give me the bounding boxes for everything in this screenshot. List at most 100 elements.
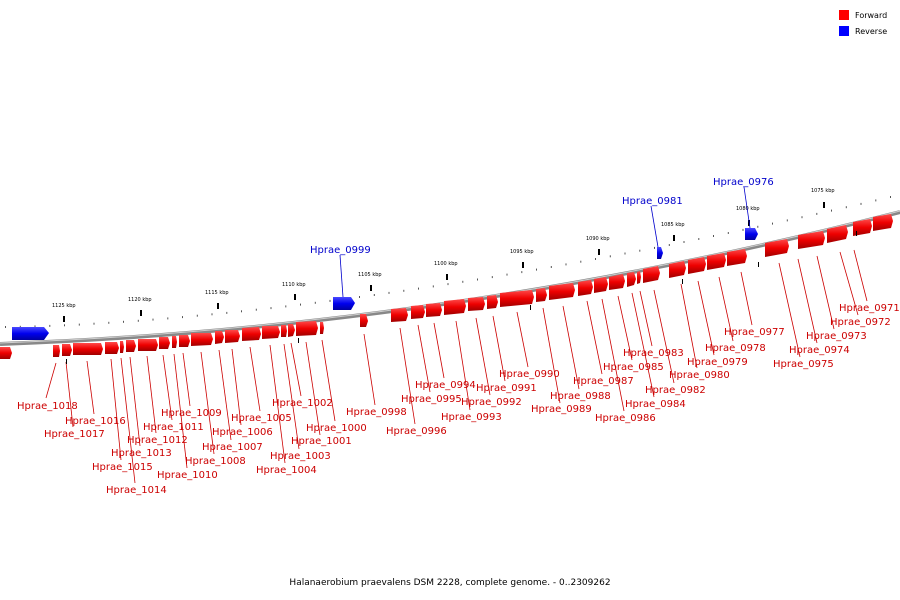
gene-label-hprae-0981[interactable]: Hprae_0981 [622,196,683,207]
gene-label-hprae-1004[interactable]: Hprae_1004 [256,465,317,476]
gene-arrow-hprae-1016[interactable] [73,343,103,355]
gene-label-hprae-1018[interactable]: Hprae_1018 [17,401,78,412]
gene-label-hprae-1009[interactable]: Hprae_1009 [161,408,222,419]
gene-arrow-hprae-1001[interactable] [296,321,318,336]
gene-arrow-hprae-1003[interactable] [281,325,287,337]
gene-label-hprae-1016[interactable]: Hprae_1016 [65,416,126,427]
gene-arrow-hprae-1015[interactable] [105,342,119,354]
gene-arrow-left-edge[interactable] [12,327,49,340]
gene-arrow-hprae-0983[interactable] [637,271,641,284]
gene-label-hprae-0974[interactable]: Hprae_0974 [789,345,850,356]
gene-label-hprae-0983[interactable]: Hprae_0983 [623,348,684,359]
gene-label-hprae-1010[interactable]: Hprae_1010 [157,470,218,481]
scale-minor-dot [845,206,847,209]
gene-label-hprae-0979[interactable]: Hprae_0979 [687,357,748,368]
gene-arrow-hprae-1018[interactable] [53,345,60,357]
gene-arrow-hprae-0982[interactable] [643,266,660,283]
gene-arrow-hprae-0976[interactable] [745,228,758,240]
gene-arrow-hprae-0981[interactable] [657,247,663,259]
gene-arrow-hprae-0993[interactable] [444,299,466,315]
gene-arrow-hprae-0998[interactable] [360,314,368,327]
gene-label-hprae-0994[interactable]: Hprae_0994 [415,380,476,391]
gene-label-hprae-0989[interactable]: Hprae_0989 [531,404,592,415]
scale-minor-dot [182,316,183,319]
gene-label-hprae-0995[interactable]: Hprae_0995 [401,394,462,405]
gene-label-hprae-1001[interactable]: Hprae_1001 [291,436,352,447]
gene-arrow-hprae-1007[interactable] [215,331,224,344]
gene-arrow-hprae-1006[interactable] [225,330,240,343]
gene-label-hprae-0999[interactable]: Hprae_0999 [310,245,371,256]
gene-arrow-hprae-0971[interactable] [873,214,893,231]
gene-label-hprae-0984[interactable]: Hprae_0984 [625,399,686,410]
gene-label-hprae-1000[interactable]: Hprae_1000 [306,423,367,434]
gene-arrow-hprae-0986[interactable] [594,277,608,293]
gene-label-hprae-0980[interactable]: Hprae_0980 [669,370,730,381]
gene-arrow-hprae-1008[interactable] [191,333,213,346]
gene-arrow-hprae-1017[interactable] [62,344,72,356]
gene-label-hprae-0985[interactable]: Hprae_0985 [603,362,664,373]
gene-arrow-hprae-1013[interactable] [126,340,136,352]
gene-label-hprae-0976[interactable]: Hprae_0976 [713,177,774,188]
gene-label-hprae-0987[interactable]: Hprae_0987 [573,376,634,387]
gene-label-hprae-1008[interactable]: Hprae_1008 [185,456,246,467]
gene-arrow-hprae-0978[interactable] [707,253,726,270]
gene-label-hprae-1006[interactable]: Hprae_1006 [212,427,273,438]
gene-label-hprae-0986[interactable]: Hprae_0986 [595,413,656,424]
gene-label-hprae-0991[interactable]: Hprae_0991 [476,383,537,394]
gene-label-hprae-0990[interactable]: Hprae_0990 [499,369,560,380]
gene-label-hprae-0996[interactable]: Hprae_0996 [386,426,447,437]
gene-arrow-hprae-1004[interactable] [262,326,280,339]
gene-arrow-hprae-0984[interactable] [627,272,636,287]
gene-arrow-hprae-0973[interactable] [827,225,848,243]
gene-label-hprae-0993[interactable]: Hprae_0993 [441,412,502,423]
gene-arrow-hprae-0989[interactable] [536,288,547,302]
gene-arrow-hprae-0999[interactable] [333,297,355,310]
gene-label-hprae-0971[interactable]: Hprae_0971 [839,303,900,314]
gene-arrow-hprae-0975[interactable] [765,239,789,257]
gene-arrow-hprae-0991[interactable] [487,295,498,309]
gene-arrow-hprae-1000[interactable] [320,322,324,334]
gene-label-hprae-1012[interactable]: Hprae_1012 [127,435,188,446]
gene-arrow-hprae-1014[interactable] [120,341,124,353]
gene-arrow-left-edge-forward[interactable] [0,347,12,359]
gene-arrow-hprae-0977[interactable] [727,249,747,266]
gene-label-hprae-1014[interactable]: Hprae_1014 [106,485,167,496]
gene-label-hprae-0978[interactable]: Hprae_0978 [705,343,766,354]
gene-label-hprae-1013[interactable]: Hprae_1013 [111,448,172,459]
gene-label-hprae-0992[interactable]: Hprae_0992 [461,397,522,408]
gene-arrow-hprae-0985[interactable] [609,274,625,290]
gene-arrow-hprae-1009[interactable] [179,335,190,347]
gene-arrow-hprae-0994[interactable] [426,303,442,317]
gene-label-hprae-0988[interactable]: Hprae_0988 [550,391,611,402]
gene-arrow-hprae-0995[interactable] [411,305,425,319]
gene-label-hprae-1017[interactable]: Hprae_1017 [44,429,105,440]
gene-arrow-hprae-0974[interactable] [798,231,825,249]
gene-arrow-hprae-1002[interactable] [288,324,295,337]
gene-label-hprae-0973[interactable]: Hprae_0973 [806,331,867,342]
gene-label-hprae-1011[interactable]: Hprae_1011 [143,422,204,433]
gene-label-hprae-1005[interactable]: Hprae_1005 [231,413,292,424]
gene-arrow-hprae-0972[interactable] [853,219,872,236]
gene-label-hprae-0998[interactable]: Hprae_0998 [346,407,407,418]
legend-label-forward: Forward [855,11,887,20]
gene-arrow-hprae-0988[interactable] [549,283,575,300]
gene-label-hprae-0972[interactable]: Hprae_0972 [830,317,891,328]
gene-arrow-hprae-1011[interactable] [159,337,170,349]
gene-label-hprae-0975[interactable]: Hprae_0975 [773,359,834,370]
gene-arrow-hprae-0996[interactable] [391,308,408,322]
gene-label-hprae-0977[interactable]: Hprae_0977 [724,327,785,338]
gene-arrow-hprae-1012[interactable] [138,339,158,351]
gene-arrow-hprae-1010[interactable] [172,336,177,348]
gene-arrow-hprae-0979[interactable] [688,257,706,274]
gene-label-hprae-1015[interactable]: Hprae_1015 [92,462,153,473]
gene-label-hprae-1002[interactable]: Hprae_1002 [272,398,333,409]
gene-label-hprae-1007[interactable]: Hprae_1007 [202,442,263,453]
gene-label-hprae-0982[interactable]: Hprae_0982 [645,385,706,396]
gene-arrow-hprae-0990[interactable] [500,290,534,307]
tick-mark-1095 [522,262,524,268]
gene-label-hprae-1003[interactable]: Hprae_1003 [270,451,331,462]
gene-arrow-hprae-1005[interactable] [242,327,261,341]
gene-arrow-hprae-0980[interactable] [669,261,686,278]
gene-arrow-hprae-0987[interactable] [578,280,593,296]
gene-arrow-hprae-0992[interactable] [468,297,485,311]
